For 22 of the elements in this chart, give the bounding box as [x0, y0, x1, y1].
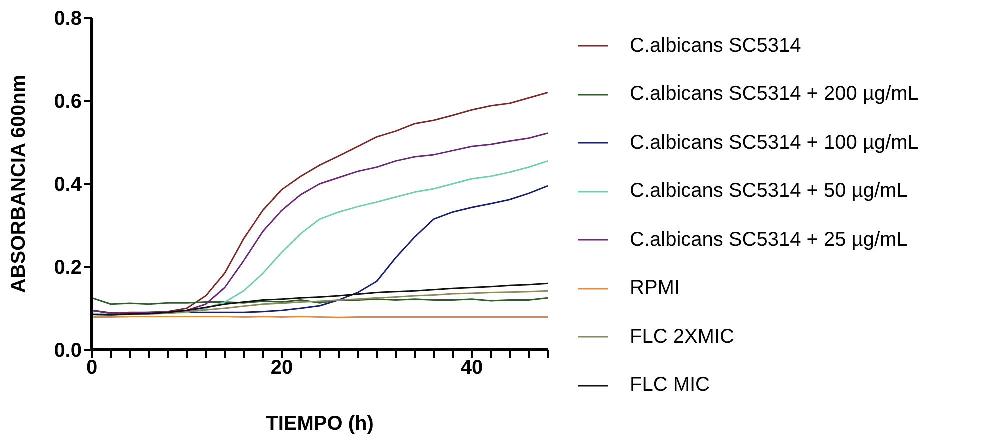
y-axis-title: ABSORBANCIA 600nm — [8, 74, 30, 294]
legend-label: C.albicans SC5314 — [630, 34, 802, 58]
y-tick-label: 0.0 — [54, 340, 82, 362]
line-series — [92, 92, 548, 314]
line-series — [92, 297, 548, 306]
legend-label: FLC MIC — [630, 374, 710, 398]
legend-label: FLC 2XMIC — [630, 326, 734, 349]
line-series — [92, 132, 548, 314]
y-tick-label: 0.8 — [54, 8, 82, 30]
x-tick-label: 0 — [86, 357, 98, 380]
y-tick-label: 0.2 — [54, 257, 82, 280]
y-tick-label: 0.4 — [54, 174, 83, 196]
x-axis-title: TIEMPO (h) — [266, 413, 374, 435]
legend-label: C.albicans SC5314 + 200 µg/mL — [630, 83, 919, 106]
line-series — [92, 282, 548, 316]
y-tick-label: 0.6 — [54, 91, 82, 114]
legend-label: C.albicans SC5314 + 100 µg/mL — [630, 132, 919, 155]
x-tick-label: 20 — [270, 357, 294, 380]
x-tick-label: 40 — [460, 357, 484, 380]
legend-label: C.albicans SC5314 + 25 µg/mL — [630, 228, 908, 252]
legend-label: RPMI — [630, 277, 680, 300]
legend-label: C.albicans SC5314 + 50 µg/mL — [630, 180, 908, 204]
